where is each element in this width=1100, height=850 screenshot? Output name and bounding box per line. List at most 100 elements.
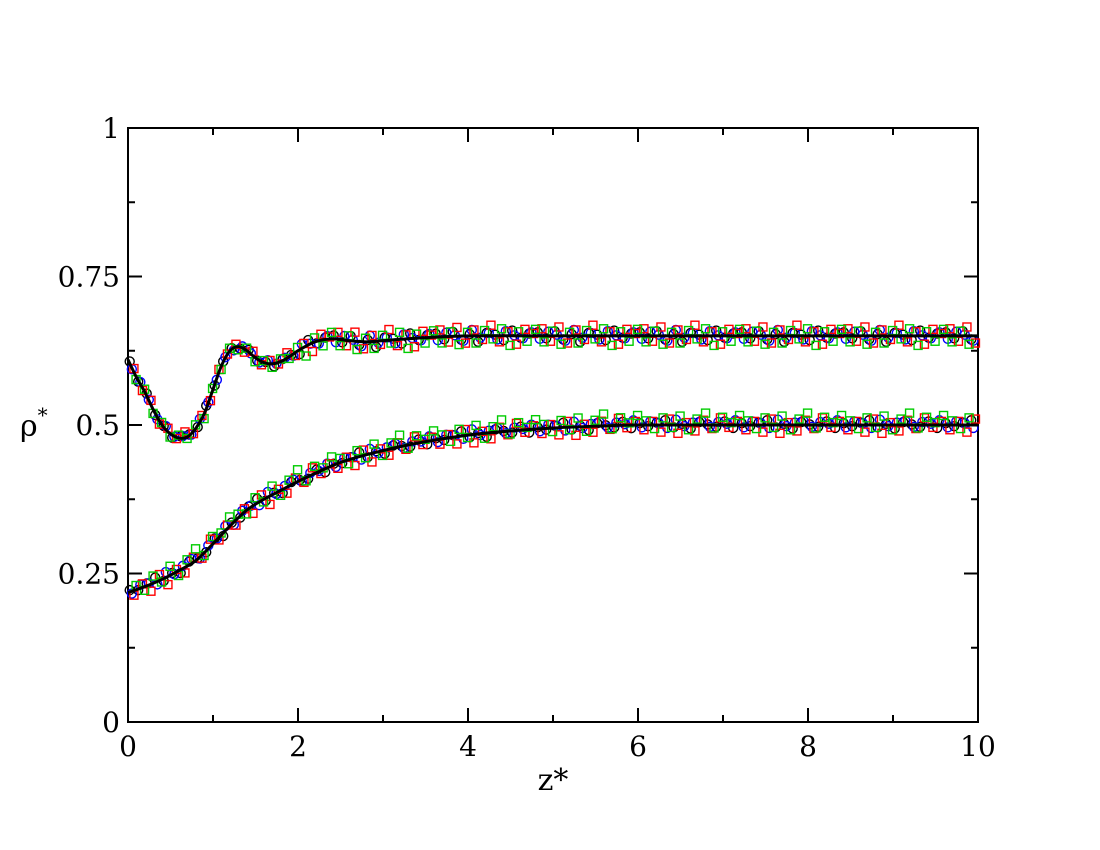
data-point-square bbox=[437, 338, 447, 348]
axis-tick-labels: 0 2 4 6 8 10 0 0.25 0.5 0.75 1 bbox=[58, 112, 996, 763]
data-point-square bbox=[454, 339, 464, 350]
data-point-square bbox=[766, 338, 777, 348]
y-axis-label-sup: * bbox=[38, 403, 48, 427]
data-point-square bbox=[556, 415, 566, 426]
data-point-square bbox=[511, 339, 522, 349]
data-point-square bbox=[282, 488, 292, 498]
data-point-square bbox=[970, 414, 981, 424]
data-point-square bbox=[222, 349, 233, 359]
data-point-square bbox=[826, 422, 836, 433]
lower-density-curve bbox=[127, 423, 978, 594]
x-tick-label: 6 bbox=[629, 730, 647, 763]
data-point-square bbox=[460, 338, 471, 348]
data-point-square bbox=[494, 337, 505, 347]
data-markers bbox=[124, 320, 981, 600]
y-axis-label: ρ* bbox=[20, 403, 48, 444]
data-point-square bbox=[333, 327, 343, 338]
data-point-square bbox=[904, 324, 915, 334]
data-point-square bbox=[384, 450, 394, 460]
data-point-square bbox=[768, 422, 779, 433]
data-point-square bbox=[783, 417, 794, 428]
data-point-square bbox=[471, 420, 481, 431]
data-point-square bbox=[409, 432, 420, 442]
data-point-square bbox=[938, 324, 949, 335]
data-point-square bbox=[760, 413, 770, 423]
data-point-square bbox=[843, 324, 853, 334]
data-point-square bbox=[921, 412, 932, 422]
data-point-square bbox=[496, 415, 507, 425]
data-point-square bbox=[369, 439, 379, 449]
data-point-square bbox=[486, 434, 496, 444]
data-point-square bbox=[792, 426, 802, 436]
data-point-square bbox=[511, 418, 522, 429]
data-point-square bbox=[307, 463, 318, 473]
data-point-square bbox=[598, 409, 609, 419]
y-tick-label: 0.5 bbox=[75, 409, 120, 442]
data-point-square bbox=[690, 320, 700, 330]
data-point-square bbox=[930, 417, 940, 428]
data-point-square bbox=[469, 325, 479, 335]
data-point-square bbox=[556, 339, 566, 349]
data-point-square bbox=[777, 411, 787, 421]
data-point-square bbox=[554, 430, 564, 440]
data-point-square bbox=[163, 579, 173, 590]
data-point-square bbox=[658, 339, 668, 349]
data-point-square bbox=[146, 586, 156, 596]
data-point-square bbox=[741, 324, 751, 334]
data-point-square bbox=[947, 337, 957, 347]
data-point-square bbox=[403, 343, 413, 354]
data-point-square bbox=[624, 418, 634, 428]
data-point-square bbox=[571, 430, 581, 441]
data-point-square bbox=[182, 555, 192, 565]
data-point-square bbox=[418, 439, 428, 450]
data-point-square bbox=[836, 324, 847, 335]
data-point-square bbox=[632, 324, 643, 335]
data-point-square bbox=[658, 413, 668, 423]
data-point-square bbox=[743, 337, 753, 347]
x-axis-label: z* bbox=[538, 763, 569, 798]
data-point-square bbox=[573, 413, 583, 423]
data-point-square bbox=[435, 325, 445, 335]
y-tick-label: 0.25 bbox=[58, 558, 120, 591]
data-point-square bbox=[862, 413, 872, 423]
data-point-square bbox=[964, 339, 974, 349]
data-point-square bbox=[420, 434, 430, 445]
data-point-square bbox=[613, 339, 624, 349]
data-point-square bbox=[505, 340, 515, 351]
data-point-square bbox=[938, 410, 949, 421]
data-point-square bbox=[588, 320, 598, 330]
data-point-square bbox=[879, 338, 889, 348]
data-point-square bbox=[579, 419, 590, 429]
data-point-square bbox=[394, 327, 405, 338]
data-point-square bbox=[877, 325, 887, 335]
data-point-square bbox=[724, 422, 734, 433]
data-point-square bbox=[700, 408, 711, 418]
data-point-square bbox=[562, 338, 573, 348]
data-point-square bbox=[530, 414, 541, 425]
data-point-square bbox=[352, 344, 362, 355]
data-point-square bbox=[845, 337, 855, 347]
data-point-square bbox=[607, 340, 617, 351]
data-point-square bbox=[698, 337, 709, 347]
data-point-square bbox=[284, 475, 294, 485]
data-point-square bbox=[870, 422, 881, 433]
data-point-square bbox=[513, 417, 524, 428]
x-tick-label: 0 bbox=[119, 730, 137, 763]
data-point-square bbox=[571, 325, 581, 335]
data-point-square bbox=[690, 426, 700, 436]
data-point-square bbox=[350, 460, 360, 471]
data-point-square bbox=[537, 324, 547, 334]
data-point-square bbox=[734, 410, 745, 421]
data-point-square bbox=[673, 428, 683, 439]
data-point-square bbox=[894, 426, 904, 436]
y-tick-label: 0 bbox=[102, 706, 120, 739]
data-point-square bbox=[800, 337, 811, 347]
data-point-square bbox=[409, 342, 420, 352]
x-tick-label: 2 bbox=[289, 730, 307, 763]
data-point-square bbox=[469, 438, 479, 448]
data-point-square bbox=[945, 324, 955, 334]
data-point-square bbox=[488, 422, 498, 432]
data-point-square bbox=[190, 544, 201, 554]
data-point-square bbox=[367, 330, 377, 341]
